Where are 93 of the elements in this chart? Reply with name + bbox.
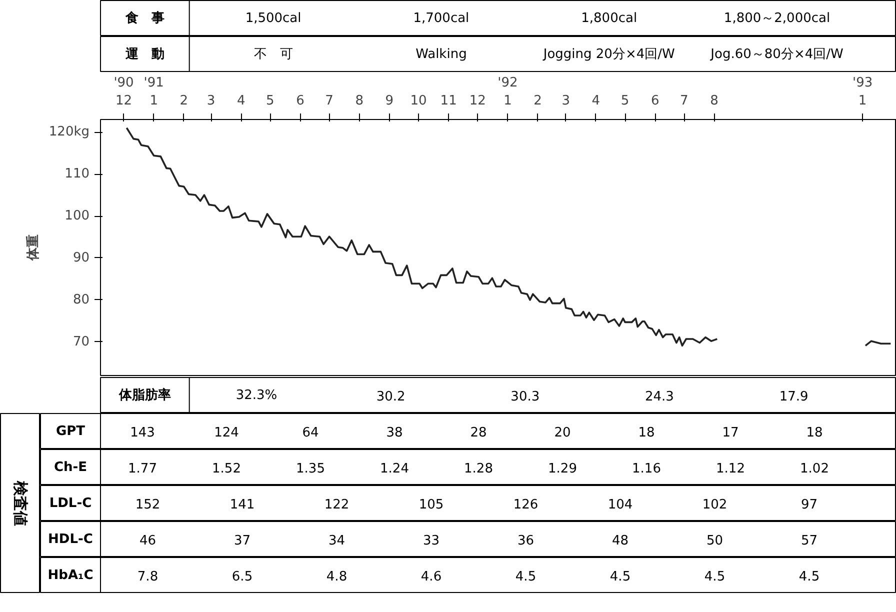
- text: 1.12: [716, 462, 745, 476]
- text: LDL-C: [49, 496, 92, 511]
- text: 1,800～2,000cal: [724, 11, 830, 26]
- text: 1.77: [128, 462, 157, 476]
- text: 24.3: [645, 390, 674, 404]
- text: 17: [722, 426, 739, 440]
- text: 97: [800, 498, 818, 512]
- y-tick-label: 110: [64, 166, 90, 182]
- x-tick-label: 2: [180, 94, 188, 108]
- text: 34: [328, 534, 346, 548]
- x-tick-label: 7: [325, 94, 334, 108]
- text: 運 動: [124, 47, 164, 62]
- text: 4.5: [515, 570, 536, 584]
- text: 64: [302, 426, 319, 440]
- x-tick-label: 4: [592, 94, 600, 108]
- text: 1.24: [380, 462, 409, 476]
- text: 1.02: [800, 462, 829, 476]
- text: 33: [422, 534, 440, 548]
- text: 30.3: [510, 390, 540, 404]
- text: Jog.60～80分×4回/W: [710, 47, 844, 62]
- text: 4.8: [326, 570, 348, 584]
- text: Walking: [416, 47, 467, 62]
- text: 4.5: [798, 570, 820, 584]
- text: 食 事: [124, 11, 164, 26]
- text: HbA₁C: [48, 568, 94, 583]
- text: 1.52: [212, 462, 241, 476]
- text: GPT: [56, 424, 86, 439]
- x-tick-label: 5: [620, 94, 630, 108]
- text: 122: [324, 498, 350, 512]
- text: 50: [706, 534, 724, 548]
- text: 1.29: [548, 462, 577, 476]
- text: Ch-E: [54, 460, 88, 475]
- y-tick-label: 100: [64, 208, 90, 224]
- x-tick-label: 12: [469, 94, 486, 108]
- x-tick-label: 4: [236, 94, 246, 108]
- text: 30.2: [376, 390, 406, 404]
- x-tick-label: 3: [206, 94, 216, 108]
- text: 32.3%: [236, 388, 278, 403]
- text: 143: [130, 426, 155, 440]
- y-tick-label: 120kg: [48, 124, 90, 140]
- text: 1.28: [464, 462, 493, 476]
- text: 102: [702, 498, 728, 512]
- text: 4.5: [610, 570, 631, 584]
- text: 37: [234, 534, 251, 548]
- text: 1,700cal: [413, 11, 470, 26]
- x-tick-label: '91 1: [144, 76, 164, 108]
- y-tick-label: 70: [72, 334, 90, 350]
- text: 18: [806, 426, 823, 440]
- x-tick-label: 5: [266, 94, 274, 108]
- x-tick-label: 9: [385, 94, 394, 108]
- text: 1.35: [296, 462, 325, 476]
- x-tick-label: 10: [410, 94, 427, 108]
- text: 6.5: [232, 570, 253, 584]
- x-tick-label: 8: [355, 94, 364, 108]
- text: 124: [214, 426, 239, 440]
- text: 126: [513, 498, 538, 512]
- x-tick-label: 6: [296, 94, 304, 108]
- text: 1.16: [632, 462, 661, 476]
- text: 7.8: [137, 570, 158, 584]
- text: HDL-C: [48, 532, 93, 547]
- text: 18: [638, 426, 655, 440]
- text: 体脂肪率: [118, 387, 171, 403]
- x-tick-label: 7: [680, 94, 688, 108]
- text: 48: [612, 534, 629, 548]
- x-tick-label: 11: [440, 94, 457, 108]
- text: 4.5: [704, 570, 726, 584]
- x-tick-label: 6: [650, 94, 660, 108]
- text: 17.9: [779, 390, 808, 404]
- x-tick-label: '92 1: [498, 76, 518, 108]
- y-tick-label: 80: [72, 292, 90, 308]
- text: 28: [470, 426, 487, 440]
- text: 1,800cal: [581, 11, 638, 26]
- x-tick-label: '90 12: [114, 76, 134, 108]
- text: 104: [608, 498, 633, 512]
- text: Jogging 20分×4回/W: [542, 47, 675, 62]
- text: 46: [139, 534, 156, 548]
- text: 1,500cal: [245, 11, 302, 26]
- text: 検査値: [12, 480, 30, 526]
- y-tick-label: 90: [72, 250, 90, 266]
- text: 141: [230, 498, 255, 512]
- x-tick-label: 2: [534, 94, 542, 108]
- text: 105: [418, 498, 444, 512]
- text: 152: [135, 498, 160, 512]
- x-tick-label: 3: [562, 94, 570, 108]
- text: 57: [800, 534, 818, 548]
- x-tick-label: 8: [710, 94, 718, 108]
- text: 4.6: [420, 570, 442, 584]
- x-tick-label: '93 1: [852, 76, 873, 108]
- text: 38: [386, 426, 403, 440]
- text: 20: [554, 426, 571, 440]
- text: 不 可: [254, 47, 293, 62]
- text: 36: [517, 534, 534, 548]
- y-axis-title: 体重: [24, 234, 41, 262]
